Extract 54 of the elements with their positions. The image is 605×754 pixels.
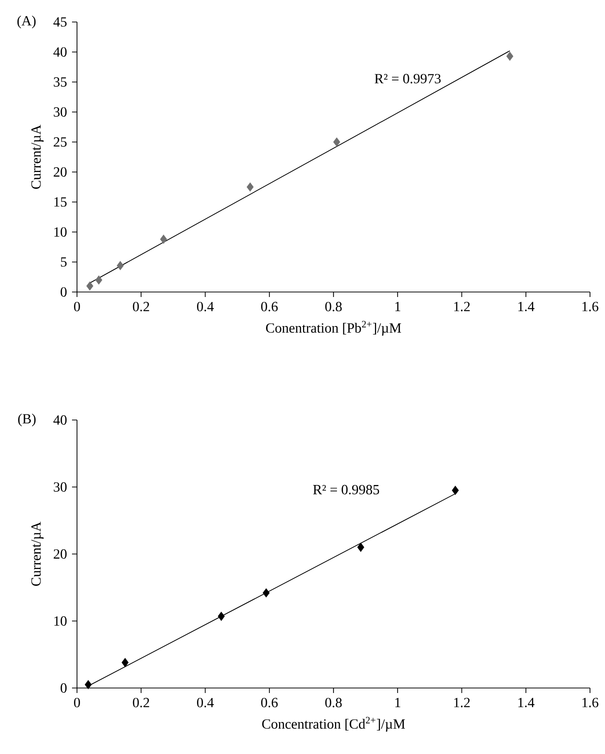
point bbox=[122, 658, 128, 667]
point bbox=[84, 680, 92, 690]
x-tick-label: 0.2 bbox=[132, 302, 150, 312]
y-tick-label: 40 bbox=[53, 47, 67, 57]
x-tick-label: 0 bbox=[74, 698, 80, 708]
x-tick-label: 1.2 bbox=[454, 302, 470, 312]
annotation: R² = 0.9985 bbox=[313, 484, 380, 494]
point bbox=[262, 588, 270, 598]
y-tick-label: 20 bbox=[54, 167, 67, 177]
point bbox=[452, 486, 459, 495]
y-tick-label: 10 bbox=[54, 616, 67, 626]
point bbox=[333, 138, 340, 146]
x-tick-label: 0.8 bbox=[325, 698, 342, 708]
point bbox=[86, 282, 94, 290]
chart-title: (A) bbox=[17, 16, 36, 28]
point bbox=[506, 52, 514, 61]
y-tick-label: 25 bbox=[54, 137, 67, 147]
y-tick-label: 10 bbox=[54, 227, 67, 237]
x-tick-label: 1.6 bbox=[582, 698, 598, 708]
y-tick-label: 30 bbox=[54, 482, 67, 492]
point bbox=[246, 182, 254, 192]
point bbox=[218, 612, 225, 621]
y-tick-label: 0 bbox=[60, 683, 67, 693]
y-tick-label: 45 bbox=[53, 17, 67, 27]
y-axis-title: Current/µA bbox=[31, 522, 44, 586]
x-tick-label: 1.4 bbox=[518, 698, 534, 708]
y-tick-label: 35 bbox=[54, 77, 67, 87]
point bbox=[95, 276, 102, 284]
x-tick-label: 1.6 bbox=[582, 302, 598, 312]
x-tick-label: 0 bbox=[74, 302, 80, 312]
y-tick-label: 15 bbox=[54, 197, 67, 207]
annotation: R² = 0.9973 bbox=[374, 74, 441, 84]
x-axis-title: Concentration [Cd$^{2+}$]/µM bbox=[262, 716, 405, 732]
y-tick-label: 40 bbox=[53, 415, 67, 425]
x-tick-label: 1.2 bbox=[454, 698, 470, 708]
x-tick-label: 0.6 bbox=[261, 302, 278, 312]
point bbox=[357, 542, 364, 552]
x-tick-label: 0.6 bbox=[261, 698, 278, 708]
y-axis-title: Current/µA bbox=[31, 124, 44, 189]
y-tick-label: 30 bbox=[54, 107, 67, 117]
x-tick-label: 0.2 bbox=[132, 698, 150, 708]
x-axis-title: Conentration [Pb$^{2+}$]/µM bbox=[266, 320, 402, 336]
x-tick-label: 0.4 bbox=[197, 302, 214, 312]
y-tick-label: 5 bbox=[60, 257, 67, 267]
x-tick-label: 1 bbox=[395, 698, 400, 708]
x-tick-label: 0.4 bbox=[197, 698, 214, 708]
y-tick-label: 0 bbox=[60, 287, 67, 297]
x-tick-label: 0.8 bbox=[325, 302, 342, 312]
x-tick-label: 1.4 bbox=[518, 302, 534, 312]
point bbox=[116, 261, 124, 270]
point bbox=[160, 234, 167, 244]
x-tick-label: 1 bbox=[395, 302, 400, 312]
y-tick-label: 20 bbox=[54, 549, 67, 559]
chart-title: (B) bbox=[18, 414, 36, 426]
